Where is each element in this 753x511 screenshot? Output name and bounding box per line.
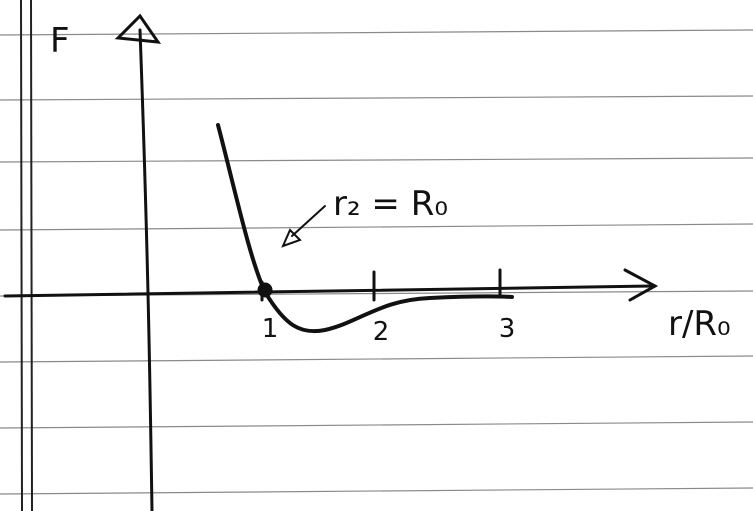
- margin-line: [31, 0, 32, 511]
- ruled-line: [0, 422, 753, 428]
- notebook-sketch: F r/R₀ 1 2 3 r₂ = R₀: [0, 0, 753, 511]
- equilibrium-point: [259, 284, 271, 296]
- ruled-line: [0, 356, 753, 362]
- paper-lines: [0, 30, 753, 494]
- annotation-arrow: [292, 206, 325, 236]
- x-axis: [5, 286, 655, 296]
- axes: [5, 16, 655, 511]
- margin-lines: [21, 0, 32, 511]
- margin-line: [21, 0, 22, 511]
- y-axis-label: F: [50, 21, 70, 61]
- tick-label: 2: [373, 317, 390, 347]
- ruled-line: [0, 158, 753, 162]
- ruled-line: [0, 488, 753, 494]
- tick-label: 1: [262, 314, 279, 344]
- ruled-line: [0, 224, 753, 230]
- x-axis-label: r/R₀: [668, 304, 731, 344]
- ruled-line: [0, 30, 753, 35]
- annotation: r₂ = R₀: [333, 184, 448, 224]
- annotation-arrow-head: [283, 230, 300, 246]
- y-axis-arrow: [118, 16, 158, 42]
- y-axis: [140, 30, 152, 511]
- ruled-line: [0, 96, 753, 100]
- tick-label: 3: [499, 314, 516, 344]
